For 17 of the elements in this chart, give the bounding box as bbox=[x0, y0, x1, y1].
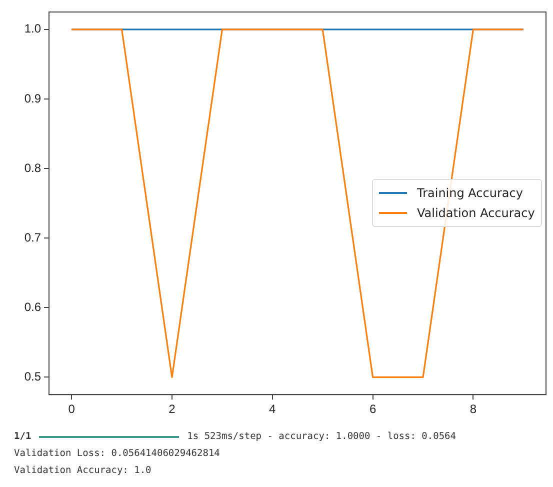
y-tick-label: 0.5 bbox=[24, 370, 42, 384]
text: 1s 523ms/step - accuracy: 1.0000 - loss: 0.0564 bbox=[187, 430, 456, 444]
text: Validation Accuracy: 1.0 bbox=[14, 464, 152, 478]
x-tick-label: 6 bbox=[369, 402, 376, 416]
x-tick-label: 2 bbox=[168, 402, 176, 416]
y-tick-label: 1.0 bbox=[24, 22, 42, 36]
legend-label: Training Accuracy bbox=[417, 186, 523, 200]
y-tick-label: 0.8 bbox=[24, 160, 42, 175]
x-tick-label: 4 bbox=[269, 402, 276, 416]
legend-label: Validation Accuracy bbox=[417, 206, 535, 220]
y-tick-label: 0.9 bbox=[24, 91, 42, 106]
text: 1/1 bbox=[14, 430, 32, 444]
x-tick-label: 0 bbox=[68, 402, 76, 416]
text: Validation Loss: 0.05641406029462814 bbox=[14, 447, 221, 461]
y-tick-label: 0.6 bbox=[24, 300, 42, 314]
y-tick-label: 0.7 bbox=[24, 230, 42, 244]
x-tick-label: 8 bbox=[470, 402, 477, 416]
